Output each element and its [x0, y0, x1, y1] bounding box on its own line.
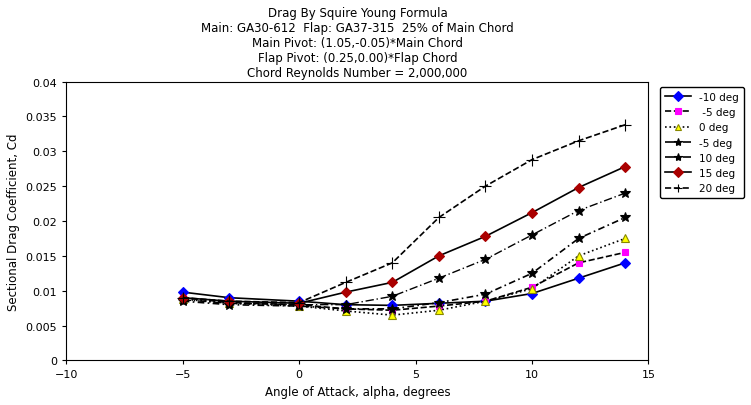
Title: Drag By Squire Young Formula
Main: GA30-612  Flap: GA37-315  25% of Main Chord
M: Drag By Squire Young Formula Main: GA30-…	[201, 7, 514, 80]
X-axis label: Angle of Attack, alpha, degrees: Angle of Attack, alpha, degrees	[264, 385, 450, 398]
Legend: -10 deg,  -5 deg, 0 deg, -5 deg, 10 deg, 15 deg, 20 deg: -10 deg, -5 deg, 0 deg, -5 deg, 10 deg, …	[659, 87, 744, 199]
Y-axis label: Sectional Drag Coefficient, Cd: Sectional Drag Coefficient, Cd	[7, 133, 20, 310]
